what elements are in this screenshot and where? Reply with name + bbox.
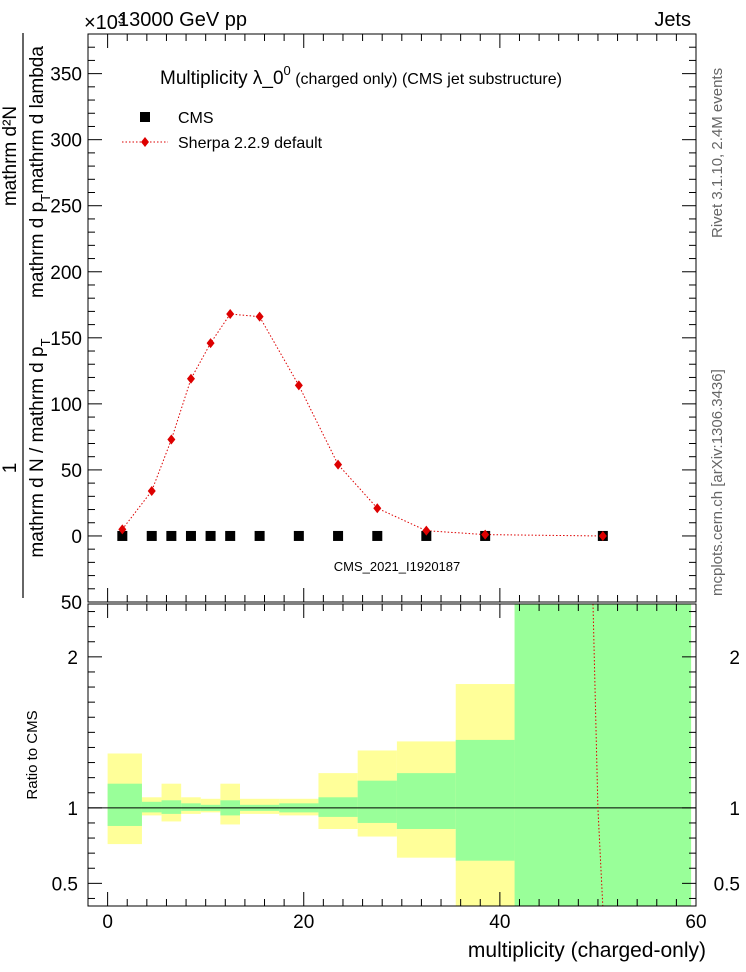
ratio-y-tick-label: 0.5 bbox=[52, 874, 78, 895]
y-label-den-a: mathrm d p bbox=[27, 202, 48, 298]
rivet-label: Rivet 3.1.10, 2.4M events bbox=[709, 68, 726, 238]
cms-data-point bbox=[333, 530, 344, 541]
ratio-y-tick-label-right: 1 bbox=[729, 799, 740, 820]
inner-uncertainty-band bbox=[318, 797, 358, 817]
ratio-y-tick-label-right: 2 bbox=[729, 648, 740, 669]
ratio-y-tick-label: 2 bbox=[67, 648, 78, 669]
cms-data-point bbox=[293, 530, 304, 541]
main-y-tick-label: 50 bbox=[61, 461, 82, 482]
mc-data-point bbox=[422, 525, 431, 536]
inner-uncertainty-band bbox=[141, 801, 162, 813]
y-label-one: 1 bbox=[0, 463, 21, 474]
ratio-x-tick-label: 0 bbox=[102, 912, 113, 933]
cms-data-point bbox=[205, 530, 216, 541]
plot-title-main: Multiplicity λ_0 bbox=[160, 68, 284, 89]
cms-data-point bbox=[166, 530, 177, 541]
mc-data-point bbox=[147, 486, 156, 497]
plot-title-sup: 0 bbox=[284, 63, 291, 78]
main-x-ticks bbox=[107, 34, 697, 602]
inner-uncertainty-band bbox=[514, 604, 692, 906]
ratio-y-tick-label: 1 bbox=[67, 799, 78, 820]
main-y-tick-label: 0 bbox=[71, 527, 82, 548]
legend-cms-label: CMS bbox=[178, 110, 214, 127]
y-label-den-sub: T bbox=[38, 194, 53, 202]
y-label-denominator: mathrm d pTmathrm d lambda bbox=[27, 46, 53, 298]
main-panel-frame bbox=[87, 33, 697, 603]
main-y-tick-label: 350 bbox=[50, 65, 82, 86]
y-label-numerator: mathrm d²N bbox=[0, 106, 21, 206]
mc-data-point bbox=[167, 434, 176, 445]
ratio-x-tick-label: 60 bbox=[685, 912, 706, 933]
inner-uncertainty-band bbox=[455, 739, 515, 861]
inner-uncertainty-band bbox=[181, 803, 201, 811]
cms-data-point bbox=[225, 530, 236, 541]
ratio-panel: 0.5 0.5 1 1 2 2 0 20 40 60 Ratio to CMS multipli… bbox=[24, 603, 740, 962]
inner-uncertainty-band bbox=[396, 773, 456, 829]
ratio-y-label: Ratio to CMS bbox=[24, 710, 41, 799]
x-axis-label: multiplicity (charged-only) bbox=[468, 939, 706, 962]
legend-cms-marker bbox=[140, 112, 150, 122]
legend-mc-label: Sherpa 2.2.9 default bbox=[178, 135, 323, 152]
cms-data-markers bbox=[117, 530, 608, 541]
y-label-left-term: mathrm d N / mathrm d pT bbox=[27, 338, 53, 557]
cms-data-point bbox=[421, 530, 432, 541]
main-panel: 50 0 50 100 150 200 250 300 350 Multiplicity λ_0… bbox=[0, 33, 726, 614]
main-y-tick-label: 150 bbox=[50, 329, 82, 350]
mc-data-point bbox=[118, 524, 127, 535]
main-y-axis: 50 0 50 100 150 200 250 300 350 bbox=[50, 33, 696, 614]
main-y-tick-label: 300 bbox=[50, 131, 82, 152]
main-y-label: 1 mathrm d²N mathrm d pTmathrm d lambda … bbox=[0, 33, 53, 598]
mc-data-point bbox=[186, 373, 195, 384]
ratio-mc-line bbox=[592, 603, 604, 907]
y-label-left-main: mathrm d N / mathrm d p bbox=[27, 346, 48, 557]
y-label-den-b: mathrm d lambda bbox=[27, 46, 48, 194]
plot-title: Multiplicity λ_00 (charged only) (CMS je… bbox=[160, 63, 562, 89]
ratio-x-tick-label: 20 bbox=[293, 912, 314, 933]
main-y-tick-label: 100 bbox=[50, 395, 82, 416]
legend: CMS Sherpa 2.2.9 default bbox=[122, 110, 323, 152]
main-y-tick-label: 50 bbox=[61, 593, 82, 614]
mc-series-line bbox=[121, 313, 603, 537]
mc-data-point bbox=[334, 459, 343, 470]
cms-data-point bbox=[254, 530, 265, 541]
cms-data-point bbox=[117, 530, 128, 541]
legend-mc-marker bbox=[141, 137, 149, 147]
cms-data-point bbox=[185, 530, 196, 541]
mc-curve bbox=[121, 313, 603, 537]
header-exponent: ×10³ bbox=[84, 12, 125, 34]
inner-uncertainty-band bbox=[107, 783, 142, 826]
main-y-tick-label: 200 bbox=[50, 263, 82, 284]
header-jets: Jets bbox=[654, 9, 691, 31]
main-y-tick-label: 250 bbox=[50, 197, 82, 218]
mc-data-point bbox=[481, 529, 490, 540]
y-label-left-sub: T bbox=[38, 338, 53, 346]
ratio-x-axis: 0 20 40 60 bbox=[102, 604, 707, 933]
inner-uncertainty-band bbox=[357, 780, 397, 823]
analysis-label: CMS_2021_I1920187 bbox=[334, 559, 461, 574]
uncertainty-bands bbox=[107, 604, 692, 906]
header-energy: 13000 GeV pp bbox=[118, 9, 247, 31]
cms-data-point bbox=[372, 530, 383, 541]
mc-data-point bbox=[255, 311, 264, 322]
mc-data-point bbox=[206, 338, 215, 349]
mc-data-point bbox=[373, 503, 382, 514]
mc-data-point bbox=[226, 309, 235, 320]
inner-uncertainty-band bbox=[161, 800, 182, 814]
ratio-y-tick-label-right: 0.5 bbox=[714, 874, 740, 895]
mcplots-label: mcplots.cern.ch [arXiv:1306.3436] bbox=[709, 369, 726, 596]
ratio-y-axis: 0.5 0.5 1 1 2 2 bbox=[52, 611, 740, 899]
ratio-x-tick-label: 40 bbox=[489, 912, 510, 933]
mc-series-markers bbox=[118, 309, 607, 541]
ratio-panel-frame bbox=[87, 603, 697, 907]
mc-data-point bbox=[598, 530, 607, 541]
mc-data-point bbox=[294, 380, 303, 391]
cms-data-point bbox=[146, 530, 157, 541]
plot-title-rest: (charged only) (CMS jet substructure) bbox=[291, 71, 562, 88]
